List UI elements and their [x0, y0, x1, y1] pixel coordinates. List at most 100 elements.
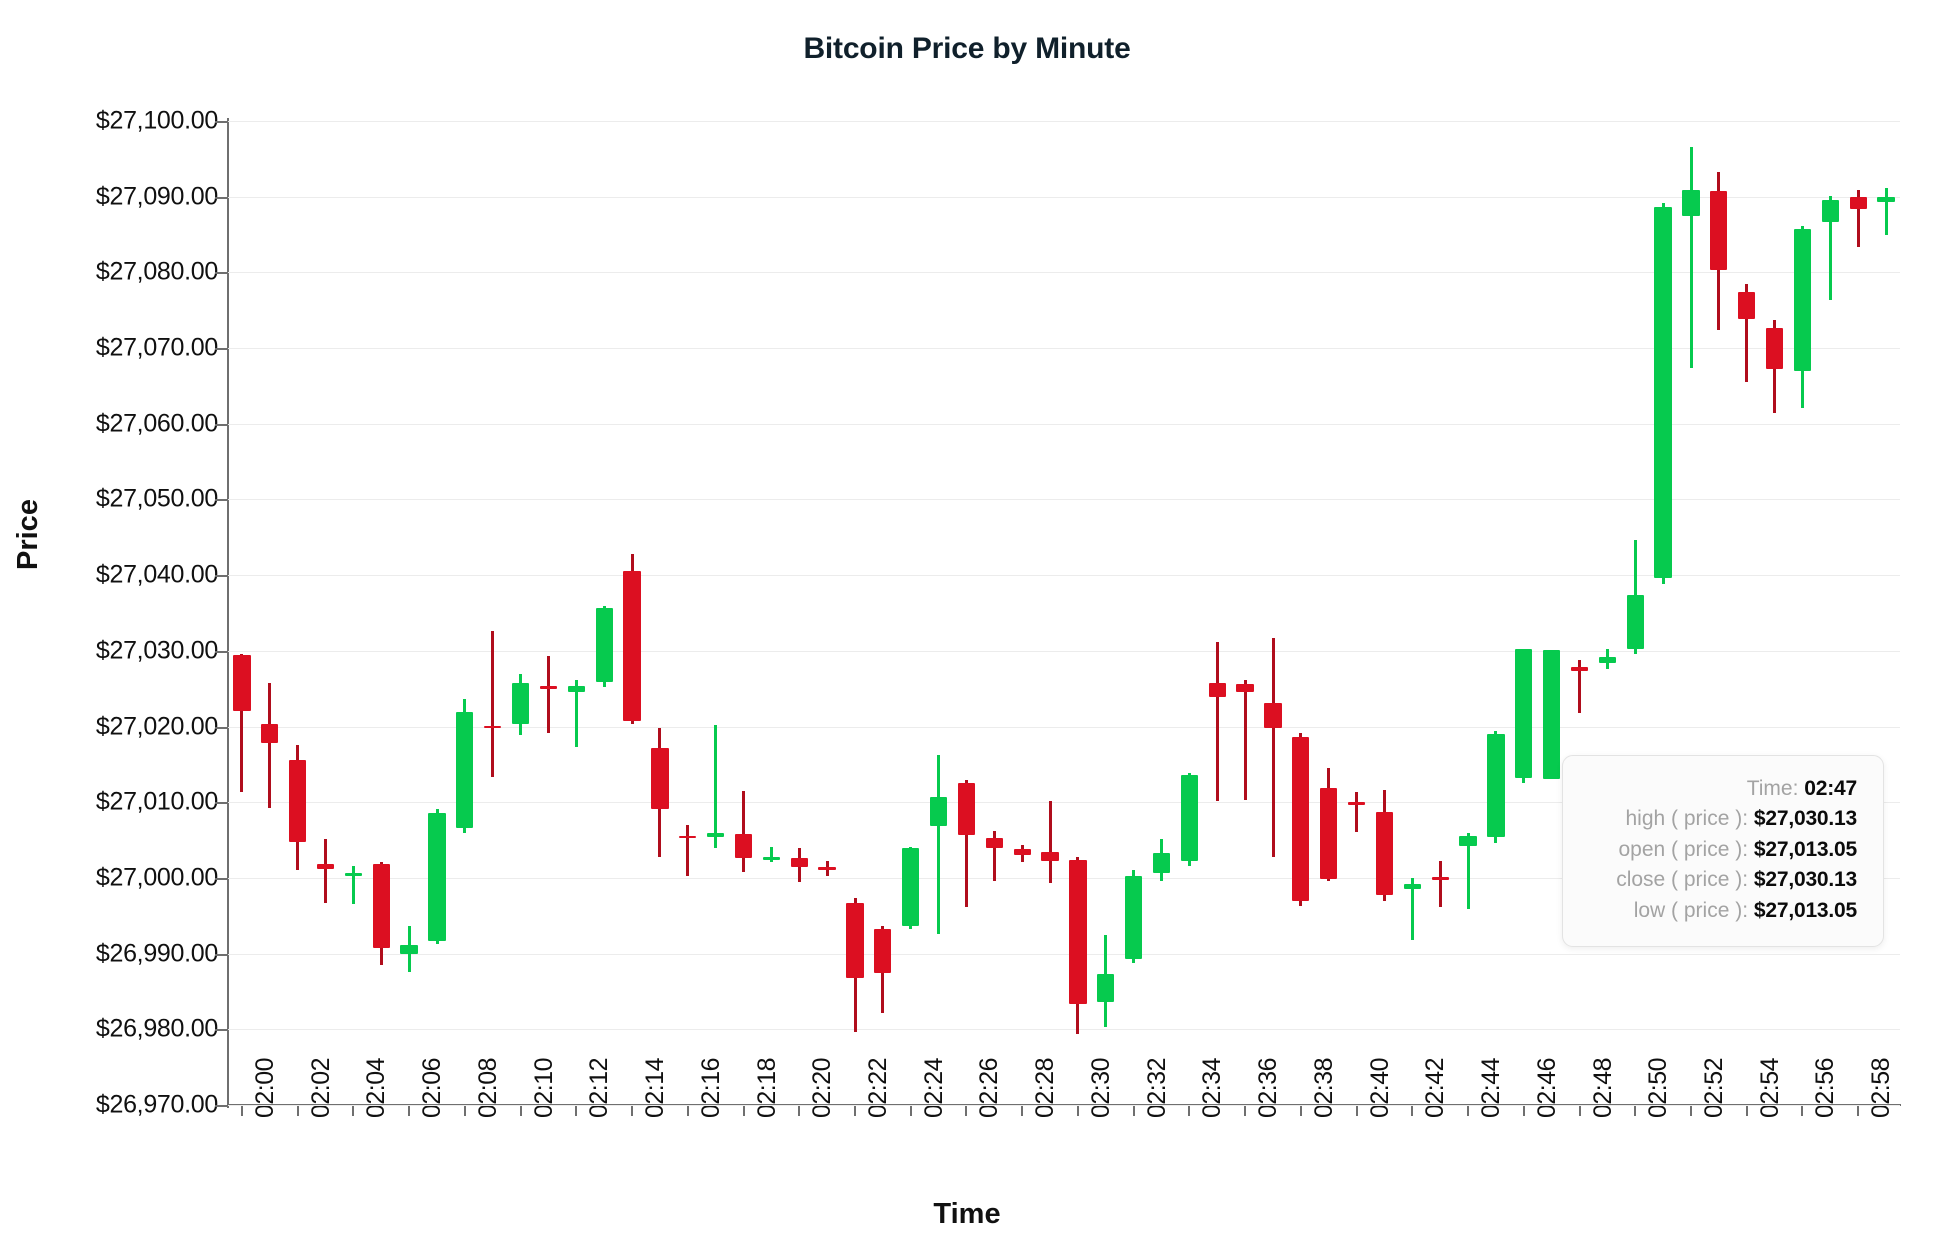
candle-body[interactable] — [456, 712, 474, 828]
candle-body[interactable] — [1877, 196, 1895, 202]
candle-body[interactable] — [1570, 666, 1589, 672]
candle-body[interactable] — [1654, 206, 1672, 579]
tooltip-value: 02:47 — [1804, 777, 1857, 800]
candle-body[interactable] — [929, 796, 948, 827]
x-axis-tick-mark — [1467, 1105, 1470, 1116]
gridline — [228, 1105, 1900, 1106]
candle-body[interactable] — [679, 835, 697, 839]
candle-body[interactable] — [484, 725, 502, 729]
candle-body[interactable] — [261, 723, 279, 744]
gridline — [228, 348, 1900, 350]
x-axis-tick-mark — [519, 1105, 522, 1116]
x-axis-title: Time — [933, 1198, 1001, 1230]
y-axis-tick-label: $26,970.00 — [95, 1090, 218, 1119]
candle-body[interactable] — [1041, 852, 1059, 861]
candle-body[interactable] — [707, 833, 725, 838]
candle-body[interactable] — [400, 944, 418, 954]
x-axis-tick-mark — [352, 1105, 355, 1116]
candle-body[interactable] — [1682, 189, 1700, 216]
candle-body[interactable] — [1069, 859, 1087, 1004]
candle-body[interactable] — [344, 873, 363, 876]
candle-body[interactable] — [1403, 883, 1421, 889]
candle-body[interactable] — [1013, 849, 1031, 856]
candle-body[interactable] — [316, 864, 335, 869]
candle-body[interactable] — [1515, 649, 1533, 778]
y-axis-tick-label: $27,020.00 — [95, 712, 218, 741]
candle-body[interactable] — [595, 608, 613, 682]
y-axis-tick-mark — [215, 650, 228, 653]
candle-body[interactable] — [1710, 190, 1728, 271]
candle-body[interactable] — [1626, 594, 1644, 650]
candle-body[interactable] — [539, 685, 558, 690]
candle-wick — [1745, 283, 1749, 383]
candle-body[interactable] — [818, 866, 836, 871]
y-axis-tick-label: $27,090.00 — [95, 182, 218, 211]
chart-title: Bitcoin Price by Minute — [803, 32, 1131, 65]
candle-body[interactable] — [1208, 683, 1226, 697]
candle-body[interactable] — [1849, 197, 1867, 209]
candle-body[interactable] — [1487, 734, 1505, 838]
candle-body[interactable] — [289, 759, 307, 843]
candle-body[interactable] — [1598, 656, 1617, 663]
y-axis-tick-mark — [215, 121, 228, 123]
y-axis-title: Price — [12, 499, 44, 570]
candle-body[interactable] — [1152, 852, 1171, 873]
candle-wick — [742, 790, 746, 872]
candle-body[interactable] — [734, 834, 753, 859]
tooltip-value: $27,013.05 — [1753, 837, 1857, 861]
y-axis-tick-mark — [215, 953, 228, 956]
tooltip-value: $27,013.05 — [1753, 898, 1857, 922]
candle-body[interactable] — [1543, 649, 1561, 780]
x-axis-tick-mark — [1299, 1105, 1302, 1116]
candle-body[interactable] — [1375, 812, 1394, 896]
candle-body[interactable] — [985, 837, 1003, 848]
candle-body[interactable] — [651, 747, 669, 810]
candle-body[interactable] — [1738, 292, 1756, 319]
candle-body[interactable] — [1347, 802, 1366, 806]
y-axis-tick-mark — [215, 196, 228, 199]
x-axis-tick-mark — [1857, 1105, 1860, 1116]
gridline — [228, 121, 1900, 122]
candle-body[interactable] — [1821, 199, 1839, 222]
tooltip-row: low ( price ): $27,013.05 — [1589, 896, 1857, 926]
x-axis-tick-mark — [854, 1105, 856, 1116]
candle-wick — [1466, 832, 1470, 909]
candle-body[interactable] — [623, 570, 641, 722]
tooltip-value: $27,030.13 — [1753, 868, 1857, 892]
candle-body[interactable] — [1320, 787, 1338, 879]
candle-body[interactable] — [846, 902, 864, 978]
candle-body[interactable] — [1097, 974, 1115, 1003]
candle-body[interactable] — [1431, 877, 1449, 880]
candle-body[interactable] — [511, 683, 530, 724]
candle-body[interactable] — [1125, 875, 1143, 959]
candle-body[interactable] — [1236, 684, 1254, 692]
candle-body[interactable] — [1793, 229, 1812, 371]
candle-wick — [1271, 637, 1275, 857]
candle-body[interactable] — [902, 847, 920, 926]
candle-wick — [574, 680, 578, 747]
candle-body[interactable] — [233, 655, 251, 712]
gridline — [228, 423, 1900, 425]
y-axis-tick-label: $26,990.00 — [95, 939, 218, 968]
candle-body[interactable] — [762, 857, 781, 860]
candle-wick — [937, 755, 941, 934]
candle-wick — [1215, 641, 1219, 801]
candle-wick — [1355, 791, 1359, 832]
candle-body[interactable] — [428, 812, 446, 942]
candle-body[interactable] — [1264, 703, 1282, 729]
candle-body[interactable] — [790, 858, 808, 868]
tooltip-label: low ( price ): — [1633, 898, 1754, 922]
x-axis-tick-mark — [798, 1105, 801, 1116]
candle-body[interactable] — [1180, 774, 1199, 861]
x-axis-tick-mark — [1634, 1105, 1637, 1116]
candle-body[interactable] — [874, 928, 892, 974]
candle-body[interactable] — [372, 864, 390, 949]
candle-wick — [1856, 189, 1860, 247]
candle-body[interactable] — [957, 782, 976, 835]
y-axis-tick-mark — [215, 802, 228, 805]
candle-body[interactable] — [1292, 737, 1310, 901]
candle-body[interactable] — [1765, 328, 1784, 370]
candle-body[interactable] — [567, 686, 585, 692]
candle-body[interactable] — [1459, 836, 1477, 847]
